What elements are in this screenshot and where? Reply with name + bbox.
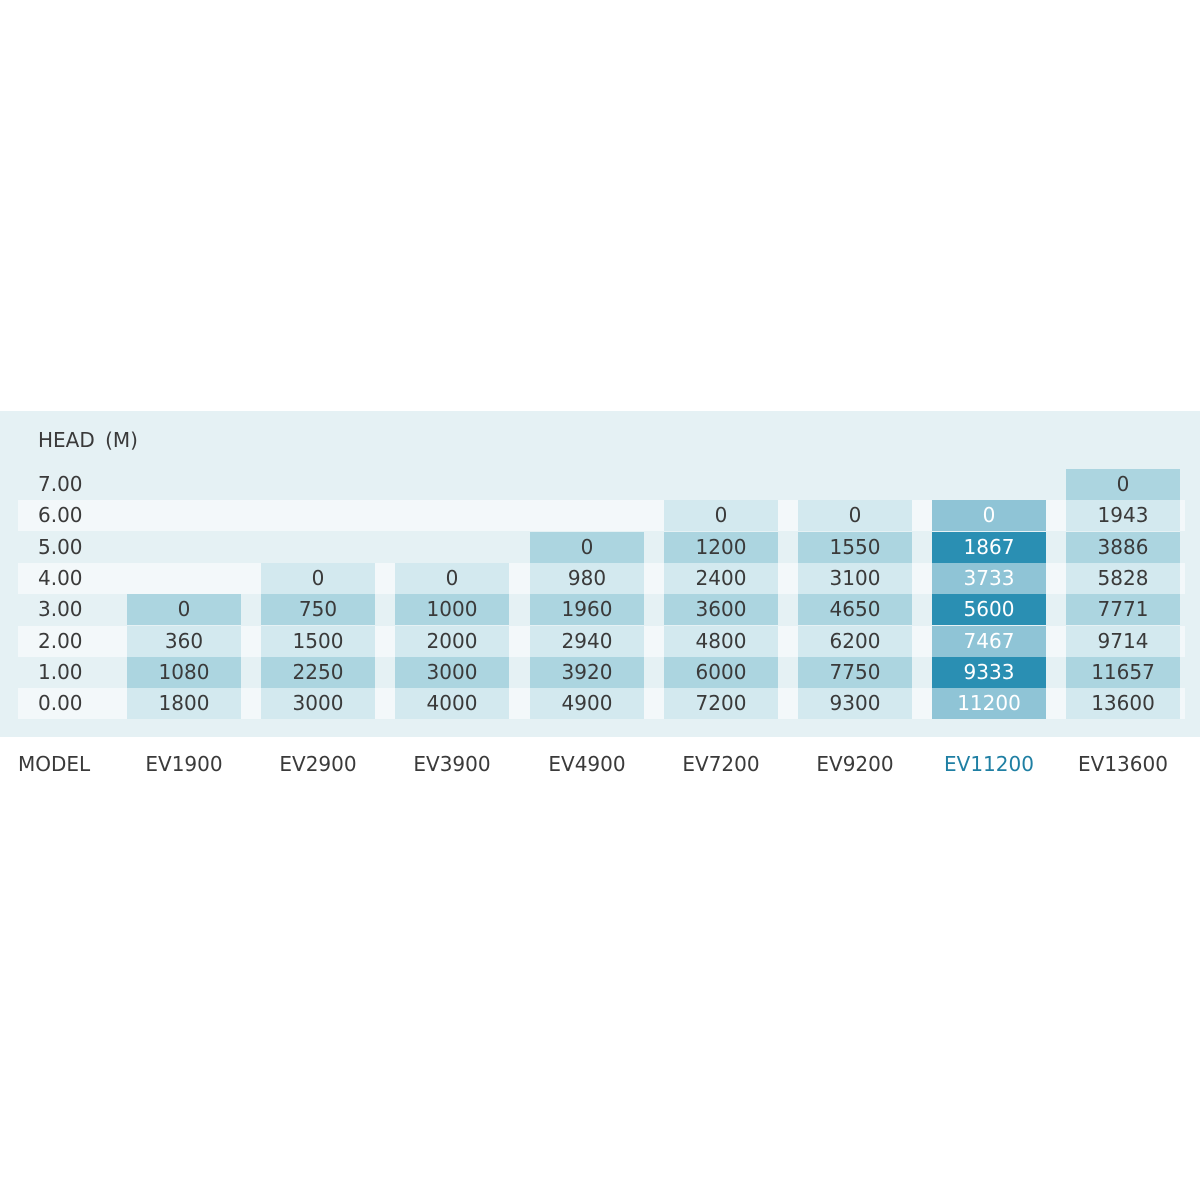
flow-cell: 1000	[395, 594, 509, 626]
head-axis-title: HEAD (M)	[38, 428, 138, 452]
flow-cell: 0	[261, 562, 375, 594]
head-label: 1.00	[38, 659, 83, 684]
flow-cell: 1550	[798, 531, 912, 563]
flow-cell: 5600	[932, 594, 1046, 626]
flow-cell: 1200	[664, 531, 778, 563]
flow-cell: 0	[932, 500, 1046, 532]
flow-cell: 360	[127, 625, 241, 657]
flow-cell: 9300	[798, 688, 912, 720]
flow-cell: 0	[127, 594, 241, 626]
flow-cell: 2000	[395, 625, 509, 657]
model-label: EV2900	[279, 752, 357, 776]
flow-cell: 1800	[127, 688, 241, 720]
model-label: EV9200	[816, 752, 894, 776]
flow-cell: 3920	[530, 656, 644, 688]
model-label: EV7200	[682, 752, 760, 776]
model-label: EV3900	[413, 752, 491, 776]
flow-cell: 6000	[664, 656, 778, 688]
flow-cell: 9714	[1066, 625, 1180, 657]
flow-cell: 4900	[530, 688, 644, 720]
flow-cell: 7467	[932, 625, 1046, 657]
flow-cell: 2400	[664, 562, 778, 594]
flow-cell: 1080	[127, 656, 241, 688]
flow-cell: 0	[395, 562, 509, 594]
flow-cell: 3600	[664, 594, 778, 626]
flow-cell: 1500	[261, 625, 375, 657]
flow-cell: 3100	[798, 562, 912, 594]
model-axis-title: MODEL	[18, 752, 91, 776]
head-label: 4.00	[38, 565, 83, 590]
flow-cell: 0	[530, 531, 644, 563]
flow-cell: 2250	[261, 656, 375, 688]
flow-cell: 5828	[1066, 562, 1180, 594]
head-label: 2.00	[38, 628, 83, 653]
flow-cell: 980	[530, 562, 644, 594]
flow-cell: 0	[664, 500, 778, 532]
flow-cell: 3000	[261, 688, 375, 720]
model-label: EV13600	[1078, 752, 1168, 776]
model-label: EV4900	[548, 752, 626, 776]
flow-cell: 4800	[664, 625, 778, 657]
flow-cell: 3733	[932, 562, 1046, 594]
flow-cell: 1943	[1066, 500, 1180, 532]
flow-cell: 11200	[932, 688, 1046, 720]
flow-cell: 750	[261, 594, 375, 626]
head-label: 7.00	[38, 472, 83, 496]
flow-cell: 3886	[1066, 531, 1180, 563]
flow-cell: 11657	[1066, 656, 1180, 688]
flow-cell: 2940	[530, 625, 644, 657]
flow-cell: 7771	[1066, 594, 1180, 626]
flow-cell: 6200	[798, 625, 912, 657]
flow-cell: 7750	[798, 656, 912, 688]
head-label: 5.00	[38, 534, 83, 559]
head-label: 3.00	[38, 597, 83, 622]
flow-cell: 0	[798, 500, 912, 532]
flow-cell: 0	[1066, 469, 1180, 500]
flow-cell: 3000	[395, 656, 509, 688]
flow-cell: 9333	[932, 656, 1046, 688]
model-label: EV11200	[944, 752, 1034, 776]
flow-cell: 13600	[1066, 688, 1180, 720]
head-label: 0.00	[38, 691, 83, 716]
flow-cell: 4000	[395, 688, 509, 720]
flow-cell: 7200	[664, 688, 778, 720]
head-label: 6.00	[38, 503, 83, 528]
flow-cell: 1960	[530, 594, 644, 626]
flow-cell: 4650	[798, 594, 912, 626]
flow-cell: 1867	[932, 531, 1046, 563]
model-label: EV1900	[145, 752, 223, 776]
